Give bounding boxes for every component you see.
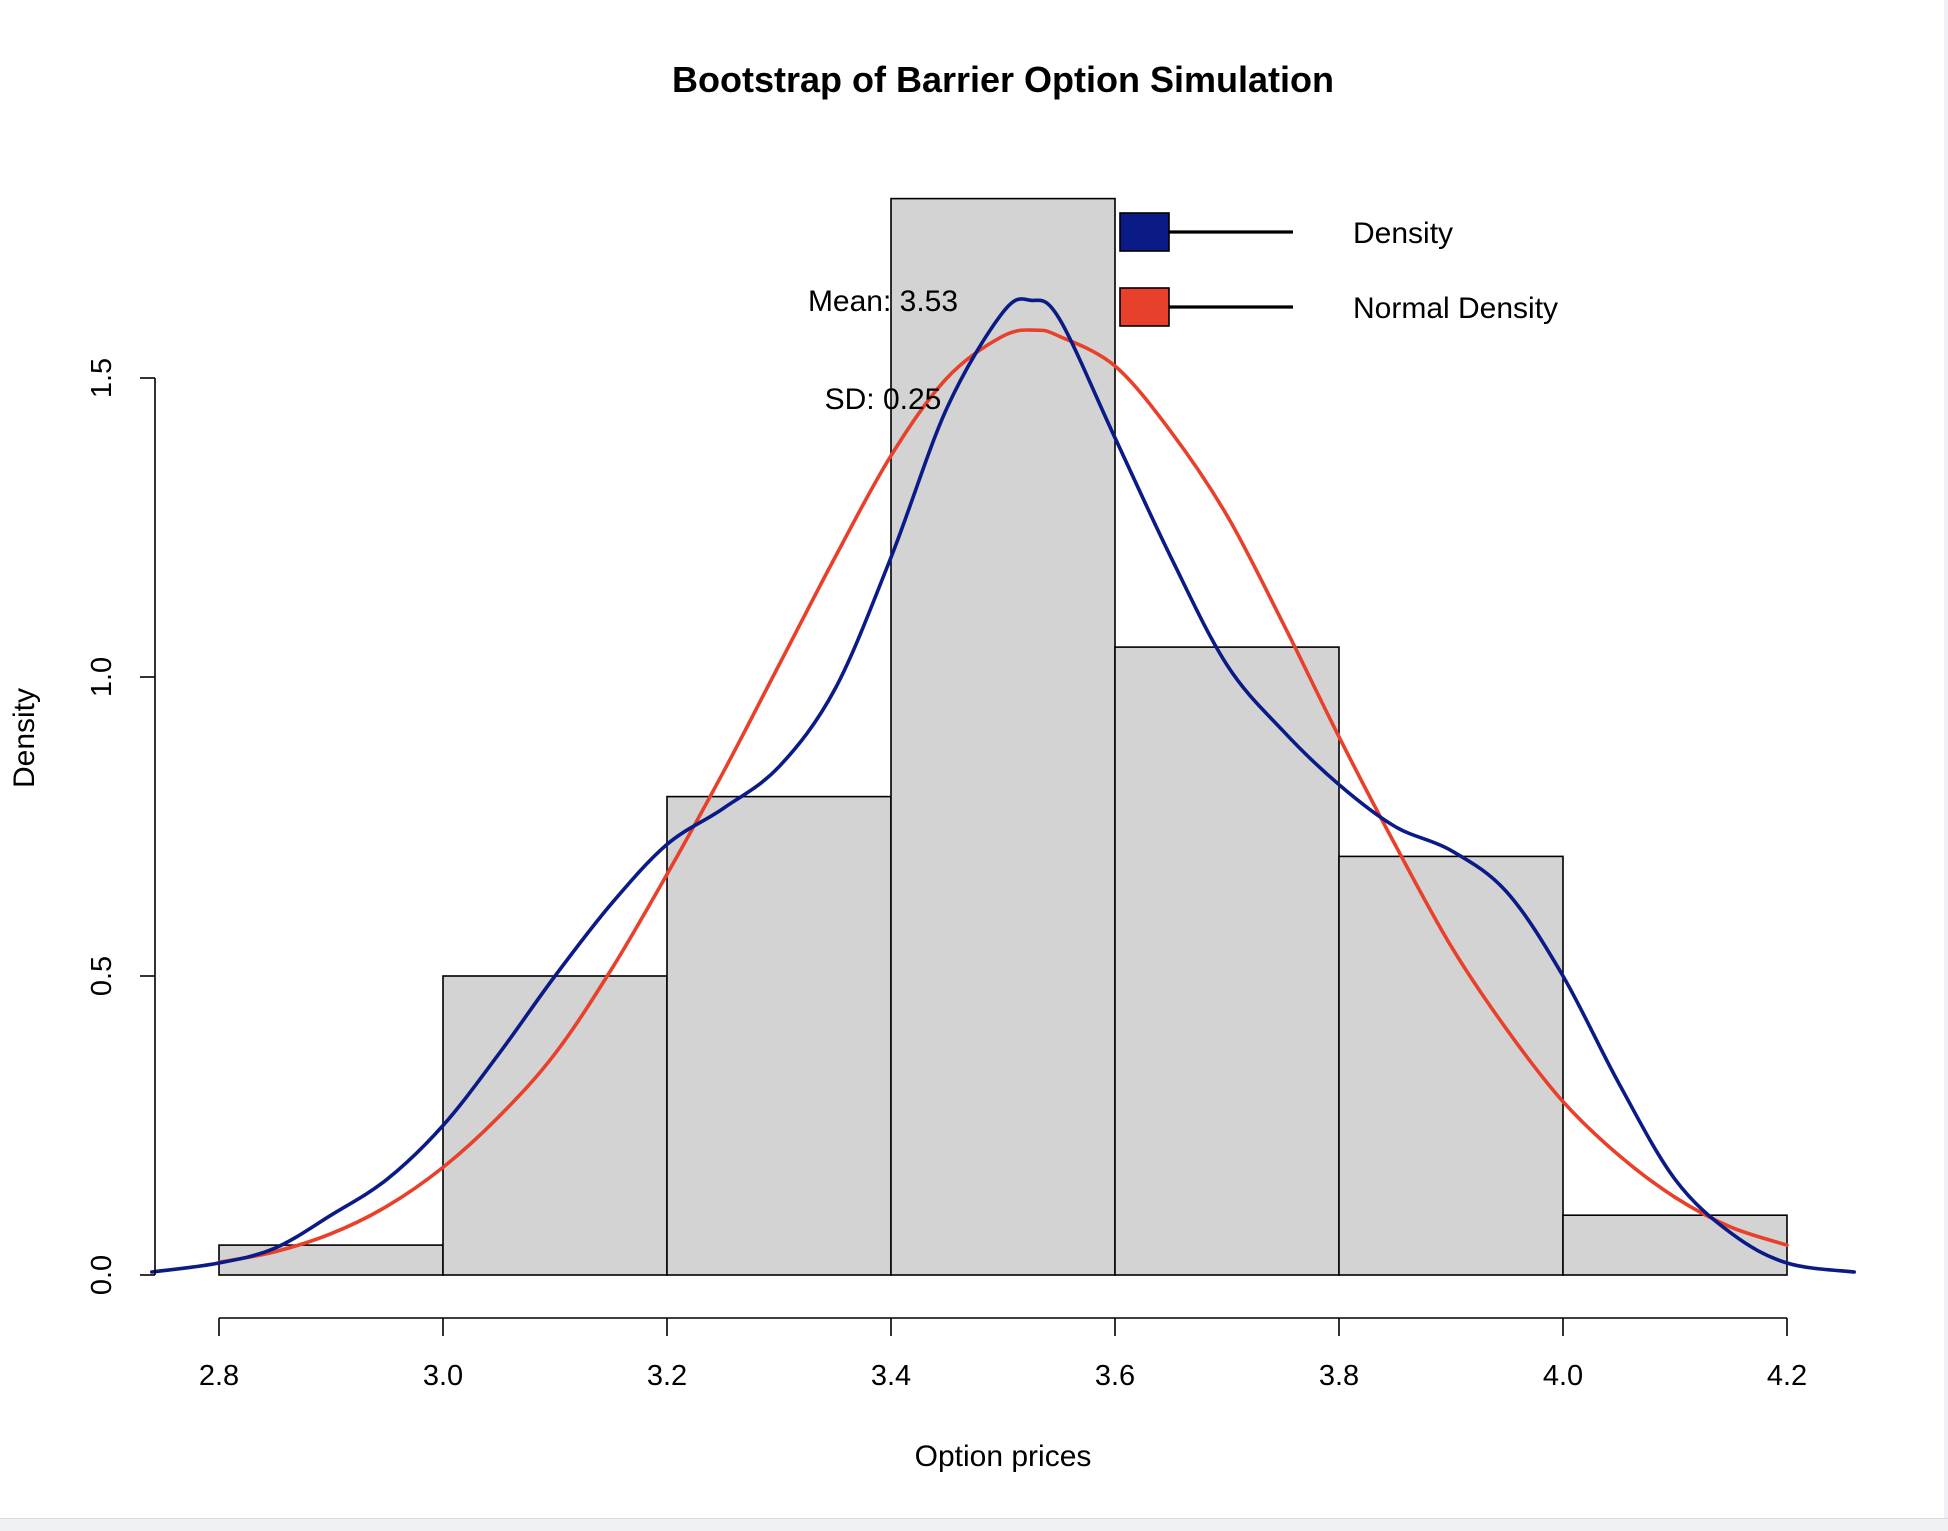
normal-density-curve [217, 328, 1789, 1265]
x-tick-label-3.2: 3.2 [647, 1360, 687, 1392]
density-curves [150, 297, 1856, 1274]
window-right-edge [1944, 0, 1948, 1518]
histogram-bar-2 [442, 975, 668, 1276]
legend-label-1: Density [1353, 217, 1453, 250]
x-axis-label: Option prices [915, 1440, 1092, 1473]
histogram-bar-1 [218, 1244, 444, 1276]
mean-annotation: Mean: 3.53 [808, 285, 958, 318]
chart-title: Bootstrap of Barrier Option Simulation [672, 59, 1334, 100]
sd-annotation: SD: 0.25 [825, 383, 942, 416]
histogram-bar-7 [1562, 1214, 1788, 1276]
x-tick-label-4.2: 4.2 [1767, 1360, 1807, 1392]
density-curve [150, 297, 1856, 1274]
histogram-bar-6 [1338, 855, 1564, 1276]
x-tick-label-4.0: 4.0 [1543, 1360, 1583, 1392]
x-tick-label-3.4: 3.4 [871, 1360, 911, 1392]
x-tick-label-2.8: 2.8 [199, 1360, 239, 1392]
y-tick-label-1.0: 1.0 [86, 657, 118, 697]
histogram-bar-4 [890, 197, 1116, 1276]
histogram-bar-5 [1114, 646, 1340, 1276]
legend-swatch-1 [1119, 212, 1170, 252]
y-axis-label: Density [8, 688, 41, 788]
x-axis: 2.8 3.0 3.2 3.4 3.6 3.8 4.0 4.2 [199, 1317, 1807, 1392]
histogram-bar-3 [666, 795, 892, 1276]
y-axis: 0.0 0.5 1.0 1.5 [86, 358, 156, 1295]
y-tick-label-0.0: 0.0 [86, 1255, 118, 1295]
x-tick-label-3.0: 3.0 [423, 1360, 463, 1392]
legend-label-2: Normal Density [1353, 292, 1558, 325]
window-bottom-edge [0, 1518, 1948, 1531]
histogram-bars [218, 197, 1788, 1276]
legend: Density Normal Density [1119, 212, 1558, 327]
y-tick-label-0.5: 0.5 [86, 956, 118, 996]
legend-swatch-2 [1119, 287, 1170, 327]
x-tick-label-3.6: 3.6 [1095, 1360, 1135, 1392]
x-tick-label-3.8: 3.8 [1319, 1360, 1359, 1392]
y-tick-label-1.5: 1.5 [86, 358, 118, 398]
